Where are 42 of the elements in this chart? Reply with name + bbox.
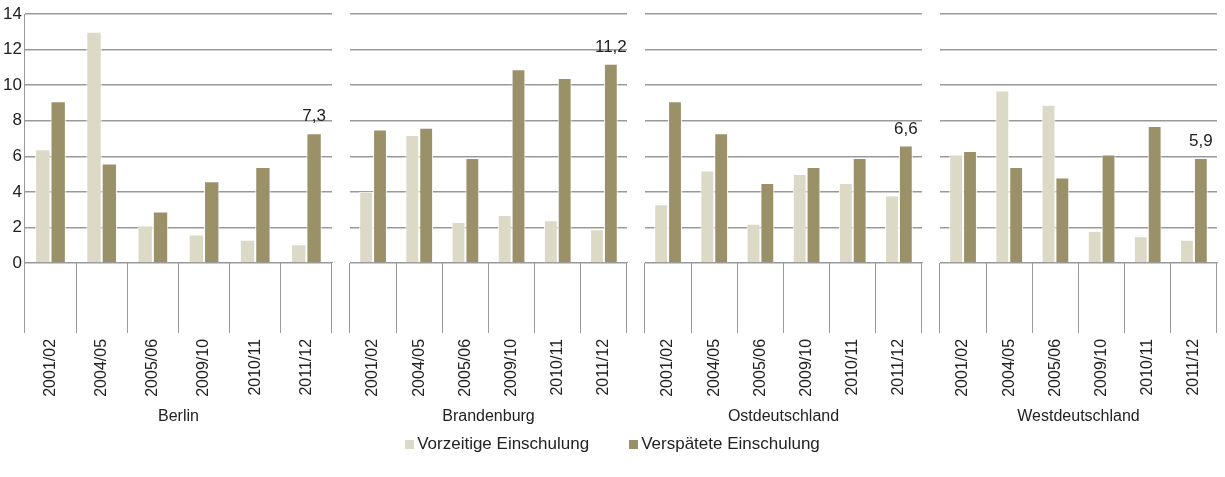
- x-axis-title: Berlin: [158, 406, 199, 424]
- y-tick-label: 6: [12, 145, 22, 165]
- x-tick-label: 2005/06: [750, 338, 768, 397]
- x-tick-label: 2005/06: [1045, 338, 1063, 397]
- x-tick-label: 2009/10: [194, 338, 212, 397]
- x-axis-title: Westdeutschland: [1017, 406, 1140, 424]
- data-label: 6,6: [894, 118, 918, 138]
- data-label: 11,2: [594, 36, 627, 56]
- x-tick-label: 2005/06: [143, 338, 161, 397]
- x-tick-label: 2001/02: [363, 338, 381, 397]
- x-tick-label: 2009/10: [1091, 338, 1109, 397]
- y-tick-label: 8: [12, 110, 22, 130]
- x-tick-label: 2011/12: [889, 338, 907, 396]
- x-tick-label: 2010/11: [1138, 338, 1156, 396]
- x-tick-label: 2004/05: [92, 338, 110, 397]
- x-tick-label: 2011/12: [594, 338, 612, 396]
- x-tick-label: 2004/05: [999, 338, 1017, 397]
- x-tick-label: 2004/05: [704, 338, 722, 397]
- y-tick-label: 0: [12, 252, 22, 272]
- y-tick-label: 2: [12, 217, 22, 237]
- x-axis-title: Brandenburg: [442, 406, 535, 424]
- x-tick-label: 2001/02: [658, 338, 676, 397]
- y-tick-label: 4: [12, 181, 22, 201]
- data-label: 5,9: [1189, 131, 1213, 151]
- y-tick-label: 14: [2, 3, 22, 23]
- x-tick-label: 2005/06: [455, 338, 473, 397]
- x-tick-label: 2010/11: [843, 338, 861, 396]
- x-tick-label: 2011/12: [1184, 338, 1202, 396]
- y-tick-label: 10: [2, 74, 22, 94]
- data-label: 7,3: [302, 106, 326, 126]
- x-tick-label: 2011/12: [296, 338, 314, 396]
- x-axis-title: Ostdeutschland: [727, 406, 840, 424]
- legend-label: Verspätete Einschulung: [640, 434, 820, 454]
- x-tick-label: 2009/10: [796, 338, 814, 397]
- x-tick-label: 2004/05: [409, 338, 427, 397]
- x-tick-label: 2009/10: [501, 338, 519, 397]
- x-tick-label: 2010/11: [548, 338, 566, 396]
- x-tick-label: 2010/11: [245, 338, 263, 396]
- y-tick-label: 12: [2, 39, 22, 59]
- x-tick-label: 2001/02: [953, 338, 971, 397]
- legend-label: Vorzeitige Einschulung: [416, 434, 590, 454]
- x-tick-label: 2001/02: [40, 338, 58, 397]
